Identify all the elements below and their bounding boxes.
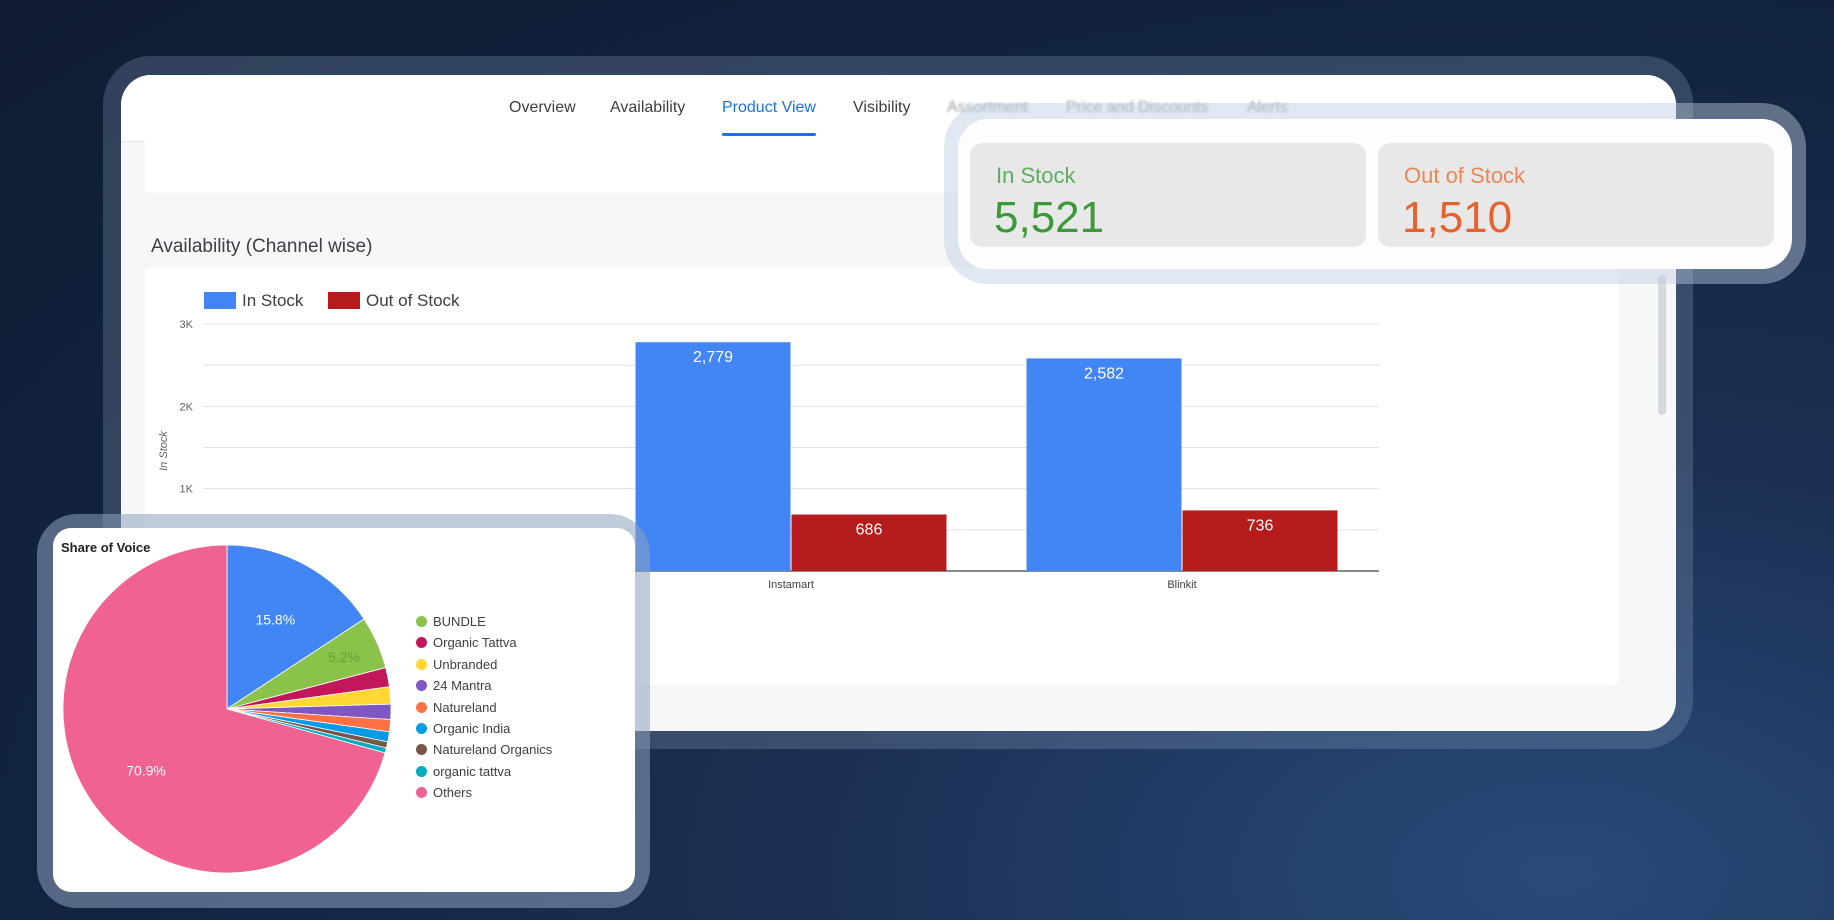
tab-alerts[interactable]: Alerts (1247, 99, 1288, 116)
legend-swatch (204, 292, 236, 309)
pie-slice (62, 544, 386, 874)
bar (635, 342, 791, 571)
legend-label: Out of Stock (366, 291, 460, 310)
pie-legend-label: organic tattva (433, 763, 512, 779)
bar (1182, 510, 1338, 571)
pie-legend-label: Others (433, 785, 473, 801)
legend-dot (416, 637, 427, 649)
section-title: Availability (Channel wise) (151, 236, 373, 257)
pie-slice-label: 5.2% (328, 649, 360, 665)
legend-dot (416, 744, 427, 756)
pie-legend-item: 24 Mantra (416, 678, 492, 693)
bar (791, 514, 947, 571)
category-label: Blinkit (1167, 579, 1196, 591)
tab-visibility[interactable]: Visibility (853, 99, 911, 116)
legend-label: In Stock (242, 291, 304, 310)
pie-slice-label: 70.9% (126, 763, 166, 779)
legend-dot (416, 765, 427, 777)
y-tick-label: 2K (180, 401, 194, 413)
pie-legend-label: Natureland (433, 699, 497, 715)
out-of-stock-kpi-value: 1,510 (1402, 193, 1513, 242)
scrollbar[interactable] (1658, 275, 1666, 415)
y-tick-label: 3K (180, 319, 194, 331)
y-axis-label: In Stock (158, 431, 170, 471)
pie-legend-label: 24 Mantra (433, 678, 492, 694)
tab-product-view[interactable]: Product View (722, 99, 816, 136)
legend-dot (416, 787, 427, 799)
pie-legend-item: organic tattva (416, 764, 511, 779)
legend-dot (416, 723, 427, 734)
pie-legend-item: Organic Tattva (416, 635, 517, 650)
pie-legend-label: Organic India (433, 721, 511, 736)
bar (1026, 358, 1182, 571)
pie-legend-label: Unbranded (433, 656, 498, 672)
pie-legend-item: BUNDLE (416, 614, 486, 629)
bar-value-label: 686 (856, 522, 883, 539)
legend-dot (416, 701, 427, 713)
bar-value-label: 736 (1247, 517, 1274, 534)
in-stock-kpi-label: In Stock (996, 163, 1076, 188)
pie-legend-item: Organic India (416, 721, 510, 736)
legend-dot (416, 658, 427, 670)
share-of-voice-pie: 15.8% 5.2% 70.9% (62, 544, 392, 874)
share-of-voice-title: Share of Voice (61, 540, 151, 555)
y-tick-label: 1K (180, 484, 194, 496)
out-of-stock-kpi: Out of Stock 1,510 (1378, 143, 1774, 247)
share-of-voice-card: Share of Voice 15.8% 5.2% 70.9% BUNDLE Orga… (53, 528, 635, 892)
bar-value-label: 2,779 (693, 349, 733, 366)
tab-overview[interactable]: Overview (509, 99, 576, 116)
in-stock-kpi-value: 5,521 (994, 193, 1105, 242)
pie-slice-label: 15.8% (255, 612, 295, 628)
availability-bar-chart: 3K 2K 1K In Stock In Stock Out of Stock 2,779 6… (158, 291, 1379, 591)
tab-availability[interactable]: Availability (610, 99, 686, 116)
category-label: Instamart (768, 579, 814, 591)
legend-dot (416, 680, 427, 692)
pie-legend-item: Others (416, 785, 472, 800)
pie-legend-item: Unbranded (416, 657, 497, 672)
tab-assortment[interactable]: Assortment (947, 99, 1028, 116)
legend-swatch (328, 292, 360, 309)
in-stock-kpi: In Stock 5,521 (970, 143, 1366, 247)
pie-legend-item: Natureland (416, 700, 497, 715)
legend-dot (416, 616, 427, 627)
pie-legend-item: Natureland Organics (416, 742, 552, 757)
pie-legend-label: Natureland Organics (433, 742, 553, 758)
pie-legend-label: Organic Tattva (433, 635, 517, 651)
out-of-stock-kpi-label: Out of Stock (1404, 163, 1526, 188)
kpi-panel: In Stock 5,521 Out of Stock 1,510 (958, 119, 1792, 269)
pie-slice (226, 544, 365, 710)
tab-price-and-discounts[interactable]: Price and Discounts (1066, 99, 1209, 116)
pie-legend-label: BUNDLE (433, 614, 486, 629)
bar-value-label: 2,582 (1084, 365, 1124, 382)
